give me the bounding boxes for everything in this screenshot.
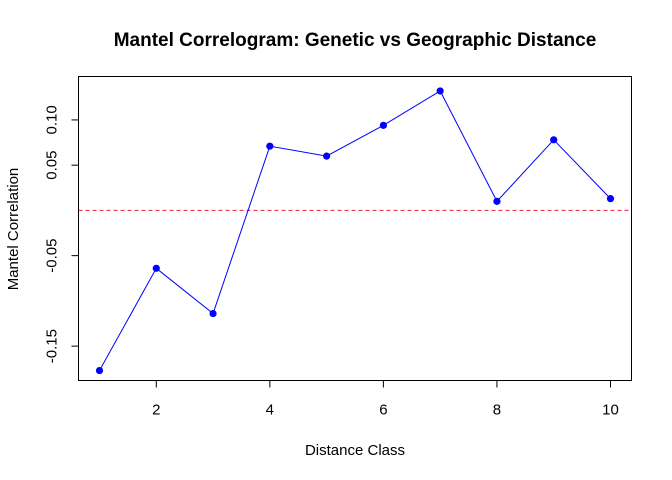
- data-point: [493, 197, 501, 205]
- y-axis: -0.15 -0.05 0.05 0.10: [44, 105, 79, 363]
- data-point: [436, 87, 444, 95]
- series-line: [99, 90, 611, 371]
- data-point: [550, 136, 558, 144]
- x-tick-label: 6: [379, 402, 387, 419]
- x-tick-label: 10: [602, 402, 619, 419]
- x-axis: 2 4 6 8 10: [152, 380, 619, 419]
- x-axis-label: Distance Class: [305, 442, 405, 459]
- chart-title: Mantel Correlogram: Genetic vs Geographi…: [114, 30, 597, 51]
- data-point: [95, 366, 104, 375]
- data-point: [606, 195, 615, 203]
- plot-frame: [78, 76, 632, 381]
- y-tick-label: -0.15: [44, 329, 61, 363]
- data-point: [266, 142, 274, 150]
- x-tick-label: 4: [266, 402, 274, 419]
- x-tick-label: 2: [152, 402, 160, 419]
- y-tick-label: -0.05: [44, 239, 61, 273]
- y-axis-label: Mantel Correlation: [5, 168, 22, 291]
- data-point: [323, 152, 331, 160]
- y-tick-label: 0.10: [44, 105, 61, 134]
- y-tick-label: 0.05: [44, 151, 61, 180]
- x-tick-label: 8: [493, 402, 501, 419]
- data-point: [152, 264, 160, 272]
- data-point: [379, 121, 387, 129]
- data-point: [209, 309, 217, 318]
- data-points: [95, 87, 615, 375]
